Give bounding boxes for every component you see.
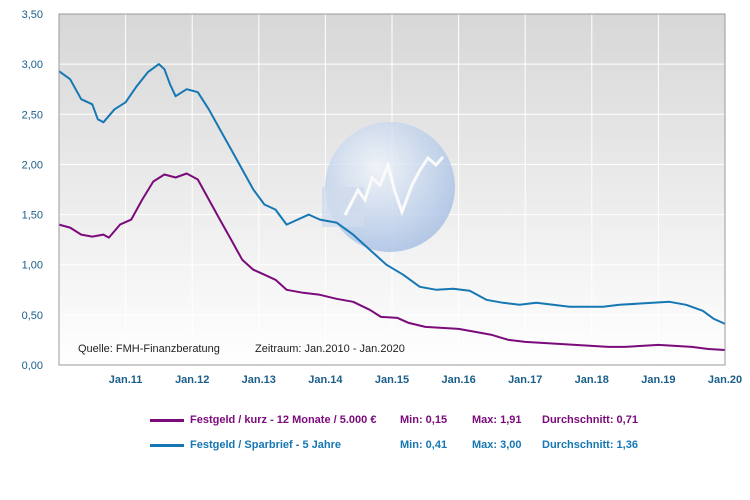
x-tick-label: Jan.18 [575,374,609,386]
y-tick-label: 2,50 [22,109,43,121]
y-tick-label: 1,50 [22,210,43,222]
x-tick-label: Jan.16 [441,374,475,386]
watermark-logo [322,122,455,252]
legend-swatch [150,443,184,447]
legend-average: Durchschnitt: 0,71 [542,414,638,426]
y-tick-label: 1,00 [22,260,43,272]
x-axis: Jan.11 Jan.12 Jan.13 Jan.14 Jan.15 Jan.16 Jan.… [109,374,742,386]
y-tick-label: 0,00 [22,360,43,372]
x-tick-label: Jan.19 [641,374,675,386]
y-tick-label: 0,50 [22,310,43,322]
x-tick-label: Jan.20 [708,374,742,386]
legend-min: Min: 0,41 [400,439,448,451]
legend-entry-festgeld-kurz: Festgeld / kurz - 12 Monate / 5.000 € Mi… [150,410,710,430]
legend-swatch [150,418,184,422]
x-tick-label: Jan.12 [175,374,209,386]
legend-series-name: Festgeld / kurz - 12 Monate / 5.000 € [190,414,377,426]
plot-frame [58,13,726,366]
legend-average: Durchschnitt: 1,36 [542,439,638,451]
x-tick-label: Jan.13 [242,374,276,386]
x-tick-label: Jan.11 [109,374,143,386]
x-tick-label: Jan.14 [308,374,343,386]
y-tick-label: 3,50 [22,9,43,21]
y-tick-label: 3,00 [22,59,43,71]
legend-entry-festgeld-sparbrief: Festgeld / Sparbrief - 5 Jahre Min: 0,41… [150,435,710,455]
series-line-1 [58,172,726,351]
legend-min: Min: 0,15 [400,414,448,426]
source-note: Quelle: FMH-Finanzberatung [78,343,220,355]
series-lines [58,63,726,351]
x-tick-label: Jan.15 [375,374,409,386]
legend-series-name: Festgeld / Sparbrief - 5 Jahre [190,439,341,451]
period-note: Zeitraum: Jan.2010 - Jan.2020 [255,343,405,355]
x-tick-label: Jan.17 [508,374,542,386]
legend-max: Max: 3,00 [472,439,522,451]
y-axis: 0,00 0,50 1,00 1,50 2,00 2,50 3,00 3,50 [22,9,43,372]
y-tick-label: 2,00 [22,159,43,171]
legend-max: Max: 1,91 [472,414,522,426]
series-line-2 [58,63,726,325]
